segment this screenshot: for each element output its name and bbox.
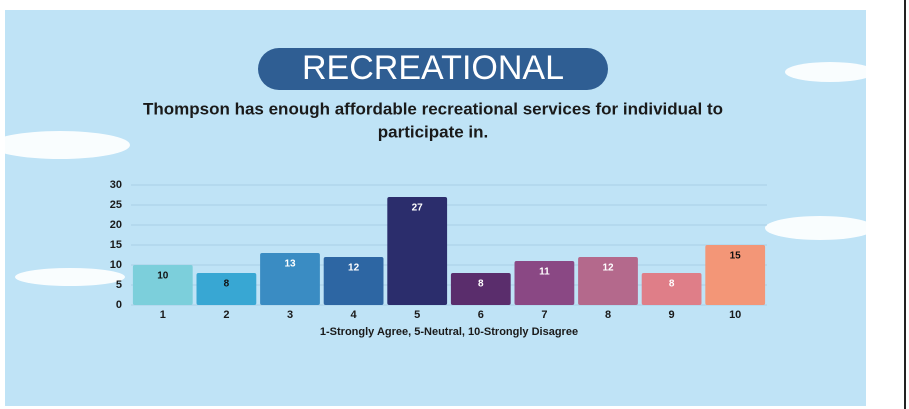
y-tick-label: 10 (110, 259, 122, 271)
y-tick-label: 20 (110, 219, 122, 231)
bar (450, 273, 511, 305)
bar (514, 261, 575, 305)
clouds (0, 62, 875, 286)
x-tick-label: 10 (729, 309, 741, 321)
value-label: 12 (348, 263, 360, 274)
value-label: 8 (478, 279, 484, 290)
value-label: 8 (669, 279, 675, 290)
x-tick-label: 3 (287, 309, 293, 321)
y-tick-label: 0 (116, 299, 122, 311)
y-tick-label: 5 (116, 279, 122, 291)
x-tick-label: 8 (605, 309, 611, 321)
x-tick-label: 7 (541, 309, 547, 321)
bar (196, 273, 257, 305)
value-label: 11 (539, 267, 550, 278)
x-tick-label: 9 (669, 309, 675, 321)
bar (132, 265, 193, 305)
value-label: 13 (284, 259, 296, 270)
bar (705, 245, 766, 305)
x-tick-label: 2 (223, 309, 229, 321)
x-tick-label: 4 (351, 309, 358, 321)
chart-subtitle: participate in. (378, 122, 489, 141)
bar (260, 253, 320, 305)
y-tick-label: 30 (110, 179, 122, 191)
x-tick-label: 5 (414, 309, 420, 321)
bar (387, 197, 448, 305)
chart-subtitle: Thompson has enough affordable recreatio… (143, 99, 723, 118)
value-label: 10 (157, 271, 169, 282)
bar (578, 257, 638, 305)
title-pill (258, 48, 608, 90)
y-tick-label: 25 (110, 199, 122, 211)
chart-title: RECREATIONAL (302, 49, 564, 87)
value-label: 8 (224, 279, 230, 290)
y-tick-label: 15 (110, 239, 122, 251)
bar (641, 273, 702, 305)
value-label: 27 (412, 203, 424, 214)
x-tick-label: 1 (160, 309, 166, 321)
x-axis-label: 1-Strongly Agree, 5-Neutral, 10-Strongly… (320, 326, 578, 338)
value-label: 12 (602, 263, 614, 274)
value-label: 15 (730, 251, 742, 262)
bar (323, 257, 384, 305)
x-tick-label: 6 (478, 309, 484, 321)
